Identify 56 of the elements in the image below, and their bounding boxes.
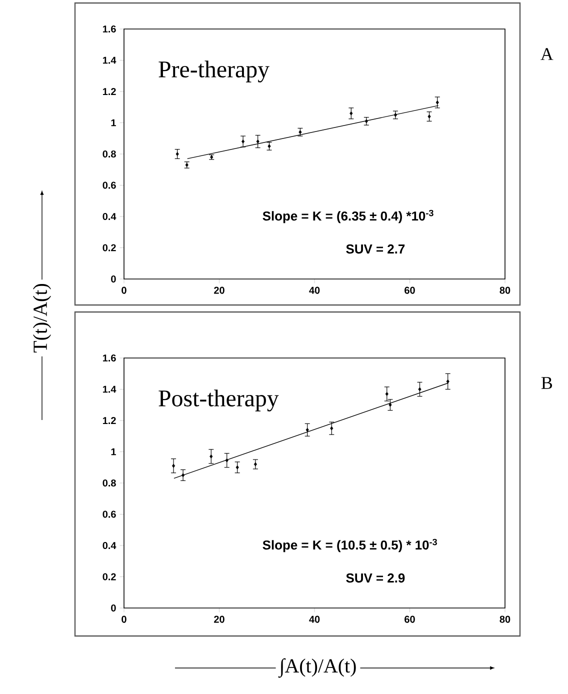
x-tick-label: 80	[500, 616, 510, 623]
point	[225, 458, 228, 462]
x-tick-label: 80	[500, 286, 510, 294]
y-tick-label: 1.6	[103, 354, 116, 362]
x-tick-label: 60	[404, 616, 415, 623]
x-tick-label: 20	[214, 616, 224, 623]
y-tick-label: 1	[111, 448, 116, 456]
point	[236, 465, 239, 470]
point	[385, 392, 388, 396]
point	[256, 140, 260, 144]
point	[446, 379, 450, 384]
y-tick-label: 1.4	[103, 386, 116, 393]
y-axis-title: T(t)/A(t)	[32, 284, 52, 352]
y-tick-label: 1.6	[103, 25, 116, 33]
x-tick-label: 60	[404, 286, 415, 294]
x-axis-title: ∫A(t)/A(t)	[278, 658, 356, 678]
point	[242, 140, 245, 144]
y-tick-label: 0	[111, 275, 116, 283]
y-tick-label: 0.2	[102, 573, 116, 580]
point	[182, 473, 185, 478]
y-tick-label: 0.4	[102, 542, 116, 550]
x-tick-label: 40	[309, 286, 320, 294]
point	[350, 111, 353, 116]
point	[176, 152, 179, 156]
y-tick-label: 0	[111, 604, 116, 612]
point	[428, 114, 431, 118]
point	[388, 402, 392, 407]
point	[330, 426, 334, 430]
y-tick-label: 0.4	[102, 212, 116, 220]
y-tick-label: 0.8	[102, 150, 116, 158]
point	[306, 428, 309, 432]
text: Post-therapy	[158, 390, 279, 412]
point	[436, 100, 439, 104]
y-tick-label: 1.2	[103, 417, 116, 424]
annotation: Slope = K = (10.5 ± 0.5) * 10$^{-3}$	[262, 538, 438, 552]
annotation: Slope = K = (6.35 ± 0.4) *10$^{-3}$	[262, 210, 434, 224]
y-tick-label: 1.2	[103, 88, 116, 95]
x-tick-label: 0	[122, 616, 126, 623]
text: B	[541, 377, 552, 389]
x-tick-label: 0	[122, 286, 126, 294]
text: A	[540, 48, 554, 60]
point	[210, 454, 213, 458]
x-tick-label: 40	[309, 616, 320, 623]
point	[172, 464, 176, 468]
annotation: SUV = 2.9	[346, 573, 405, 583]
y-tick-label: 0.6	[102, 182, 116, 189]
text: Pre-therapy	[158, 60, 270, 82]
x-tick-label: 20	[214, 286, 224, 294]
y-tick-label: 0.2	[102, 244, 116, 252]
y-tick-label: 0.8	[102, 479, 116, 487]
point	[418, 387, 422, 392]
annotation: SUV = 2.7	[346, 244, 405, 254]
y-tick-label: 1.4	[103, 56, 116, 64]
y-tick-label: 0.6	[102, 510, 116, 518]
y-tick-label: 1	[111, 119, 116, 126]
point	[254, 462, 257, 466]
